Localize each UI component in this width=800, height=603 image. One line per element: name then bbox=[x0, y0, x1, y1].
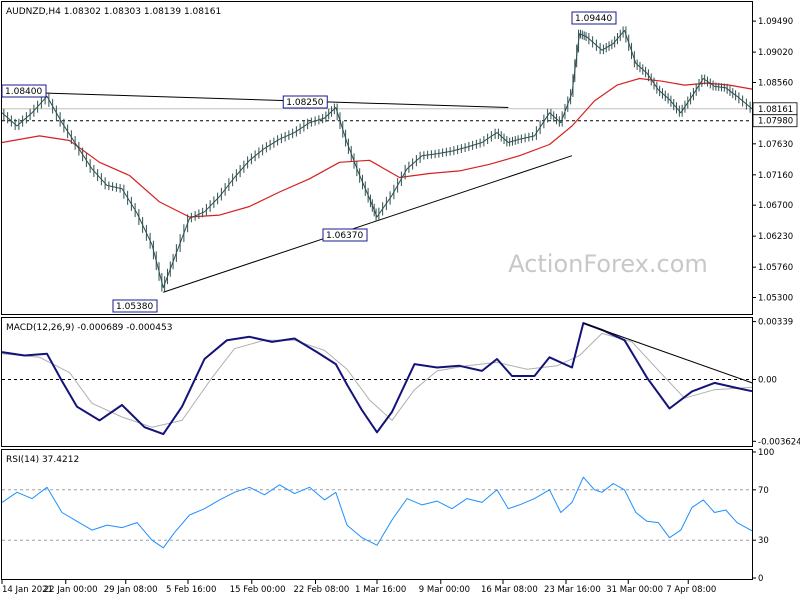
current-price-label: 1.08161 bbox=[758, 105, 793, 115]
price-y-tick-label: 1.05300 bbox=[758, 294, 793, 304]
price-y-axis: 1.09490 1.09020 1.08560 1.07630 1.07160 1.067… bbox=[752, 17, 793, 304]
price-annotation-box bbox=[282, 95, 328, 109]
rsi-path bbox=[1, 476, 753, 549]
x-tick-label: 29 Jan 08:00 bbox=[104, 585, 158, 595]
price-annotation-box bbox=[112, 299, 158, 313]
macd-trendline bbox=[583, 322, 753, 384]
x-tick-label: 22 Feb 08:00 bbox=[294, 585, 350, 595]
price-y-tick-label: 1.07630 bbox=[758, 140, 793, 150]
rsi-y-axis: 100 70 30 0 bbox=[752, 448, 774, 584]
resistance-trendline bbox=[1, 91, 509, 109]
x-tick-label: 1 Mar 16:00 bbox=[355, 585, 406, 595]
price-y-tick-label: 1.08560 bbox=[758, 78, 793, 88]
macd-trendline-mark bbox=[583, 322, 753, 384]
macd-y-axis: 0.00339 0.00 -0.003624 bbox=[752, 318, 800, 447]
x-tick-label: 23 Mar 16:00 bbox=[544, 585, 601, 595]
price-annotation-label: 1.05380 bbox=[116, 302, 153, 312]
x-tick-label: 22 Jan 00:00 bbox=[44, 585, 98, 595]
price-y-tick-label: 1.07160 bbox=[758, 171, 793, 181]
macd-panel-frame bbox=[1, 317, 753, 447]
price-y-tick-label: 1.05760 bbox=[758, 263, 793, 273]
macd-y-tick-label: 0.00339 bbox=[758, 318, 793, 328]
macd-header: MACD(12,26,9) -0.000689 -0.000453 bbox=[6, 323, 172, 333]
price-annotation-label: 1.06370 bbox=[326, 231, 363, 241]
x-tick-label: 15 Feb 00:00 bbox=[230, 585, 286, 595]
x-tick-label: 5 Feb 16:00 bbox=[166, 585, 216, 595]
rsi-y-tick-label: 30 bbox=[758, 536, 769, 546]
x-tick-label: 9 Mar 00:00 bbox=[419, 585, 470, 595]
x-tick-label: 7 Apr 08:00 bbox=[666, 585, 716, 595]
price-annotation-label: 1.08400 bbox=[5, 87, 42, 97]
support-trendline bbox=[163, 155, 573, 293]
rsi-panel-frame bbox=[1, 449, 753, 580]
rsi-y-tick-label: 100 bbox=[758, 448, 774, 458]
price-panel-frame bbox=[1, 1, 753, 315]
level-price-label: 1.07980 bbox=[758, 117, 793, 127]
x-tick-label: 14 Jan 2021 bbox=[2, 585, 53, 595]
price-trendlines bbox=[1, 91, 573, 293]
price-y-tick-label: 1.06230 bbox=[758, 232, 793, 242]
price-annotation-label: 1.09440 bbox=[575, 14, 612, 24]
rsi-header: RSI(14) 37.4212 bbox=[6, 455, 79, 465]
price-y-tick-label: 1.06700 bbox=[758, 201, 793, 211]
price-annotation-box bbox=[1, 84, 47, 98]
price-annotation-label: 1.08250 bbox=[286, 98, 323, 108]
x-tick-label: 16 Mar 08:00 bbox=[481, 585, 538, 595]
rsi-y-tick-label: 0 bbox=[758, 574, 763, 584]
macd-main-path bbox=[1, 322, 753, 436]
x-tick-label: 31 Mar 00:00 bbox=[606, 585, 663, 595]
price-close-line bbox=[1, 29, 753, 289]
price-annotation-box bbox=[571, 11, 617, 25]
rsi-line bbox=[1, 476, 753, 549]
watermark-text: ActionForex.com bbox=[508, 250, 708, 278]
price-y-tick-label: 1.09490 bbox=[758, 17, 793, 27]
macd-y-tick-label: 0.00 bbox=[758, 375, 777, 385]
price-levels: 1.08161 1.07980 bbox=[2, 102, 798, 128]
price-y-tick-label: 1.09020 bbox=[758, 48, 793, 58]
rsi-y-tick-label: 70 bbox=[758, 486, 769, 496]
price-annotations: 1.08400 1.08250 1.06370 1.05380 1.09440 bbox=[1, 11, 617, 313]
macd-main-line bbox=[1, 322, 753, 436]
price-annotation-box bbox=[322, 228, 368, 242]
rsi-levels bbox=[2, 489, 752, 541]
level-price-tag bbox=[752, 114, 798, 128]
price-header: AUDNZD,H4 1.08302 1.08303 1.08139 1.0816… bbox=[6, 7, 221, 17]
price-series bbox=[1, 26, 753, 292]
macd-y-tick-label: -0.003624 bbox=[758, 437, 800, 447]
